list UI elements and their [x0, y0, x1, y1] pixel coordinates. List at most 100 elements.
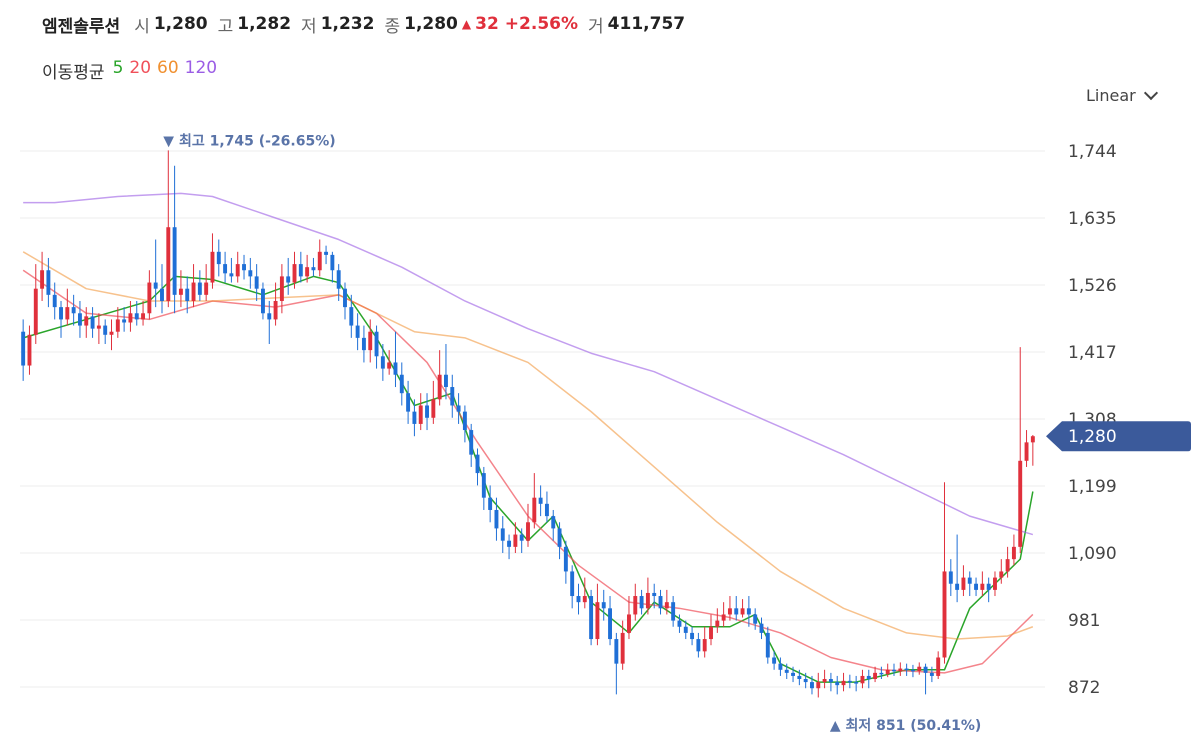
candle-body — [393, 362, 398, 375]
ma-60-label[interactable]: 60 — [157, 58, 179, 78]
candle-body — [197, 282, 202, 295]
candle-body — [519, 534, 524, 541]
candle-body — [134, 313, 139, 320]
scale-label: Linear — [1086, 86, 1136, 105]
y-tick-label: 1,635 — [1068, 209, 1117, 229]
candle-body — [702, 639, 707, 652]
candle-body — [828, 679, 833, 683]
ma-120-label[interactable]: 120 — [184, 58, 218, 78]
candle-body — [929, 672, 934, 676]
candle-body — [690, 632, 695, 640]
candle-body — [33, 288, 38, 335]
high-label: 고 — [217, 16, 234, 37]
candle-body — [40, 270, 45, 289]
candle-body — [948, 571, 953, 584]
candle-body — [355, 325, 360, 338]
candle-body — [904, 668, 909, 671]
candle-body — [21, 331, 26, 366]
low-value: 1,232 — [320, 14, 375, 34]
candle-body — [740, 608, 745, 615]
y-tick-label: 1,744 — [1068, 142, 1117, 162]
candle-body — [1030, 436, 1035, 443]
candle-body — [576, 596, 581, 603]
current-price-label: 1,280 — [1068, 427, 1117, 447]
candle-body — [551, 516, 556, 529]
candle-body — [191, 282, 196, 301]
stock-name: 엠젠솔루션 — [42, 16, 121, 37]
candle-body — [936, 657, 941, 676]
candle-body — [507, 540, 512, 547]
candle-body — [1005, 559, 1010, 572]
candle-body — [974, 583, 979, 590]
low-label: 저 — [301, 16, 317, 37]
open-label: 시 — [134, 16, 150, 37]
ma-5-label[interactable]: 5 — [112, 58, 124, 78]
candle-body — [563, 546, 568, 572]
candle-body — [128, 313, 133, 323]
candle-body — [822, 679, 827, 683]
candle-body — [854, 682, 859, 684]
open-value: 1,280 — [153, 14, 208, 34]
candle-body — [456, 405, 461, 412]
candle-body — [311, 267, 316, 271]
candle-body — [115, 319, 120, 332]
up-triangle-icon: ▲ — [461, 17, 472, 31]
candle-body — [942, 571, 947, 658]
candle-body — [784, 669, 789, 673]
candle-body — [84, 316, 89, 326]
candle-body — [608, 608, 612, 640]
close-value: 1,280 — [404, 14, 458, 34]
candle-body — [223, 264, 228, 274]
candle-body — [993, 577, 997, 590]
candle-body — [462, 411, 467, 431]
candle-body — [349, 307, 354, 326]
candle-body — [664, 602, 669, 609]
candle-body — [627, 614, 631, 633]
high-value: 1,282 — [237, 14, 292, 34]
candle-body — [999, 571, 1004, 578]
candle-body — [1024, 442, 1029, 461]
candle-body — [65, 307, 70, 320]
change-value: 32 — [475, 14, 499, 34]
candle-body — [90, 316, 95, 329]
candle-body — [437, 374, 442, 400]
candle-body — [917, 666, 922, 672]
candle-body — [178, 288, 183, 295]
candle-body — [305, 267, 310, 277]
candle-body — [122, 319, 127, 323]
candle-body — [765, 632, 770, 658]
candle-body — [601, 602, 606, 609]
candle-body — [677, 620, 682, 627]
candle-body — [324, 251, 329, 255]
candle-body — [734, 608, 739, 615]
candle-body — [147, 282, 152, 314]
change-percent: +2.56% — [504, 14, 579, 34]
candle-body — [892, 669, 896, 672]
candle-body — [153, 282, 158, 289]
candle-body — [582, 596, 587, 603]
moving-average-legend: 이동평균 5 20 60 120 — [42, 58, 217, 83]
candle-body — [204, 282, 209, 295]
candle-body — [847, 680, 852, 683]
scale-dropdown[interactable]: Linear — [1086, 85, 1158, 105]
candle-body — [292, 264, 297, 283]
candle-body — [835, 682, 840, 686]
candle-body — [513, 534, 518, 547]
candle-body — [254, 276, 259, 289]
candle-body — [27, 334, 32, 366]
y-tick-label: 1,417 — [1068, 343, 1117, 363]
candle-body — [721, 614, 726, 621]
candle-body — [614, 639, 619, 664]
low-marker-label: ▲ 최저 851 (50.41%) — [830, 718, 981, 732]
candle-body — [103, 325, 108, 335]
high-marker-label: ▼ 최고 1,745 (-26.65%) — [163, 133, 335, 149]
candle-body — [967, 577, 972, 584]
y-tick-label: 981 — [1068, 611, 1100, 631]
ma-20-label[interactable]: 20 — [129, 58, 152, 78]
y-tick-label: 1,090 — [1068, 544, 1117, 564]
candle-body — [273, 300, 278, 320]
ma-20-line — [22, 269, 1034, 674]
candle-body — [59, 307, 63, 320]
candle-body — [77, 313, 82, 326]
